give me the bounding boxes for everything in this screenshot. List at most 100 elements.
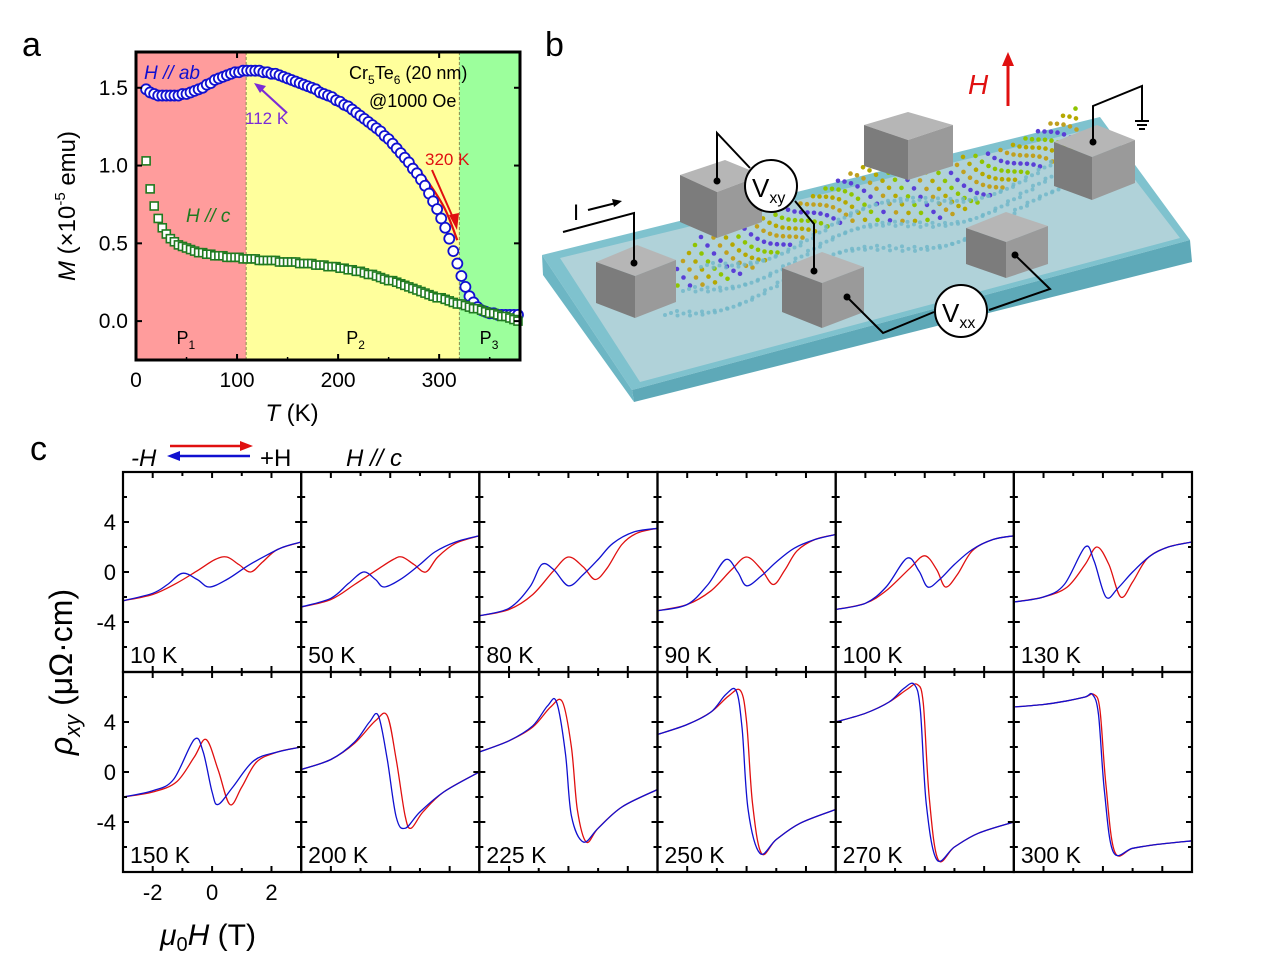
atom bbox=[868, 209, 874, 215]
atom bbox=[936, 170, 941, 176]
atom-shadow bbox=[1005, 186, 1009, 191]
atom bbox=[773, 212, 778, 218]
temperature-label: 300 K bbox=[1021, 842, 1082, 868]
panel-label-a: a bbox=[22, 26, 41, 64]
atom-shadow bbox=[905, 219, 910, 224]
curve-sweep-down bbox=[301, 535, 480, 608]
rho-panel: 80 K bbox=[478, 470, 659, 674]
atom bbox=[955, 177, 960, 183]
atom-shadow bbox=[1030, 173, 1034, 178]
atom bbox=[906, 210, 911, 216]
atom-shadow bbox=[1036, 171, 1040, 176]
atom-shadow bbox=[974, 216, 979, 220]
atom-shadow bbox=[699, 265, 703, 269]
atom-shadow bbox=[711, 265, 716, 270]
atom bbox=[880, 193, 886, 199]
atom bbox=[974, 179, 979, 185]
atom bbox=[867, 180, 873, 186]
atom-shadow bbox=[999, 204, 1004, 209]
atom-shadow bbox=[930, 220, 935, 225]
atom-shadow bbox=[688, 313, 692, 318]
atom-shadow bbox=[911, 195, 915, 200]
vxx-lead-left bbox=[846, 296, 935, 335]
atom-shadow bbox=[1024, 175, 1028, 180]
legend-minus-h: -H bbox=[131, 445, 157, 472]
atom bbox=[1011, 152, 1016, 157]
y-tick-label: 0 bbox=[104, 560, 116, 585]
rho-panel: 90 K bbox=[656, 470, 837, 674]
atom-shadow bbox=[687, 287, 691, 291]
atom bbox=[775, 250, 780, 255]
atom-shadow bbox=[886, 198, 890, 203]
curve-sweep-down bbox=[1013, 692, 1192, 857]
atom-shadow bbox=[755, 260, 759, 265]
curve-sweep-down bbox=[657, 533, 836, 612]
curve-sweep-up bbox=[301, 712, 480, 830]
atom-shadow bbox=[850, 246, 854, 251]
curve-sweep-down bbox=[123, 541, 302, 602]
atom bbox=[986, 163, 991, 169]
atom bbox=[850, 218, 855, 223]
atom bbox=[968, 187, 973, 193]
atom bbox=[686, 250, 692, 256]
atom bbox=[1029, 136, 1035, 142]
curves bbox=[657, 687, 836, 856]
temperature-label: 100 K bbox=[843, 642, 904, 668]
atom bbox=[761, 228, 766, 234]
field-label: @1000 Oe bbox=[369, 91, 456, 111]
atom bbox=[954, 162, 960, 168]
rho-panel: 130 K bbox=[1012, 470, 1194, 674]
atom bbox=[899, 185, 904, 191]
atom bbox=[675, 283, 680, 288]
atom-shadow bbox=[775, 280, 780, 285]
atom-shadow bbox=[880, 220, 885, 225]
atom bbox=[999, 176, 1005, 182]
atom-shadow bbox=[768, 273, 772, 278]
atom bbox=[792, 217, 798, 223]
legend-geometry: H // c bbox=[346, 445, 402, 472]
y-tick-label: 4 bbox=[104, 710, 116, 735]
atom bbox=[973, 167, 979, 172]
panel-label-c: c bbox=[30, 430, 47, 468]
atom-shadow bbox=[924, 200, 928, 205]
y-tick-label: 0.5 bbox=[99, 232, 128, 255]
tick-labels: 0 100 200 300 0.0 0.5 1.0 1.5 bbox=[99, 77, 457, 392]
atom bbox=[835, 178, 841, 184]
atom bbox=[681, 275, 686, 280]
atom bbox=[860, 165, 866, 170]
atom-shadow bbox=[913, 248, 917, 253]
panel-c-chart: -H +H H // c 10 K -4 0 4 50 K 80 K 90 K 100 K 13… bbox=[43, 441, 1194, 956]
y-tick-label: 4 bbox=[104, 510, 116, 535]
device-schematic: Vxy Vxx I H bbox=[542, 52, 1192, 402]
vxy-lead-top bbox=[716, 130, 751, 181]
atom bbox=[811, 210, 817, 216]
curve-sweep-down bbox=[835, 535, 1014, 611]
atom bbox=[736, 234, 741, 239]
atom bbox=[692, 242, 698, 248]
atom-shadow bbox=[817, 230, 822, 235]
atom-shadow bbox=[805, 252, 810, 257]
atom-shadow bbox=[855, 226, 860, 231]
panel-a-chart: H // ab H // c Cr5Te6 (20 nm) @1000 Oe 1… bbox=[52, 50, 524, 427]
electrode-back-left bbox=[680, 160, 762, 238]
atom bbox=[1006, 177, 1011, 182]
atom-shadow bbox=[1025, 200, 1030, 205]
atom-shadow bbox=[675, 313, 680, 318]
atom-shadow bbox=[693, 289, 698, 294]
atom-shadow bbox=[1043, 176, 1048, 181]
atom-shadow bbox=[717, 263, 722, 268]
atom bbox=[937, 215, 943, 220]
atom-shadow bbox=[1023, 178, 1028, 183]
atom-shadow bbox=[962, 219, 966, 224]
atom bbox=[950, 211, 955, 217]
atom-shadow bbox=[1025, 203, 1029, 208]
atom bbox=[930, 178, 935, 184]
atom bbox=[930, 194, 936, 200]
atom bbox=[687, 267, 692, 272]
c-x-axis-label: μ0H (T) bbox=[159, 919, 256, 956]
atom-shadow bbox=[875, 247, 880, 252]
atom bbox=[848, 181, 854, 186]
atom-shadow bbox=[855, 209, 859, 214]
atom-shadow bbox=[830, 237, 835, 242]
curve-sweep-down bbox=[479, 698, 658, 843]
